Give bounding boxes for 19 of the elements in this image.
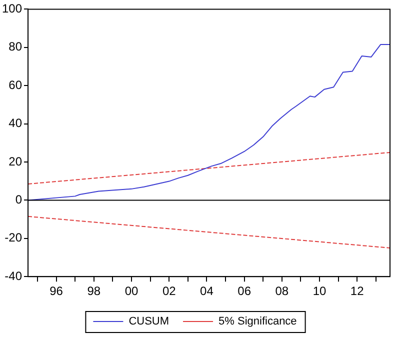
legend-label: 5% Significance [218,316,297,328]
y-tick-label: -40 [4,268,22,283]
x-tick-label: 12 [350,284,364,298]
y-tick-label: 100 [2,2,22,16]
x-tick-label: 02 [162,284,176,298]
y-tick-label: 40 [8,116,22,130]
x-tick-label: 08 [275,284,289,298]
x-tick-label: 10 [312,284,327,298]
x-tick-label: 96 [50,284,64,298]
x-tick-label: 98 [87,284,101,298]
y-tick-label: 60 [8,78,22,92]
x-tick-label: 04 [200,284,214,298]
y-tick-label: 80 [8,40,22,54]
y-tick-label: 20 [8,154,22,168]
x-tick-label: 00 [124,284,138,298]
x-tick-label: 06 [238,284,252,298]
legend-label: CUSUM [128,316,170,328]
y-tick-label: 0 [15,192,22,207]
y-tick-label: -20 [4,230,22,245]
